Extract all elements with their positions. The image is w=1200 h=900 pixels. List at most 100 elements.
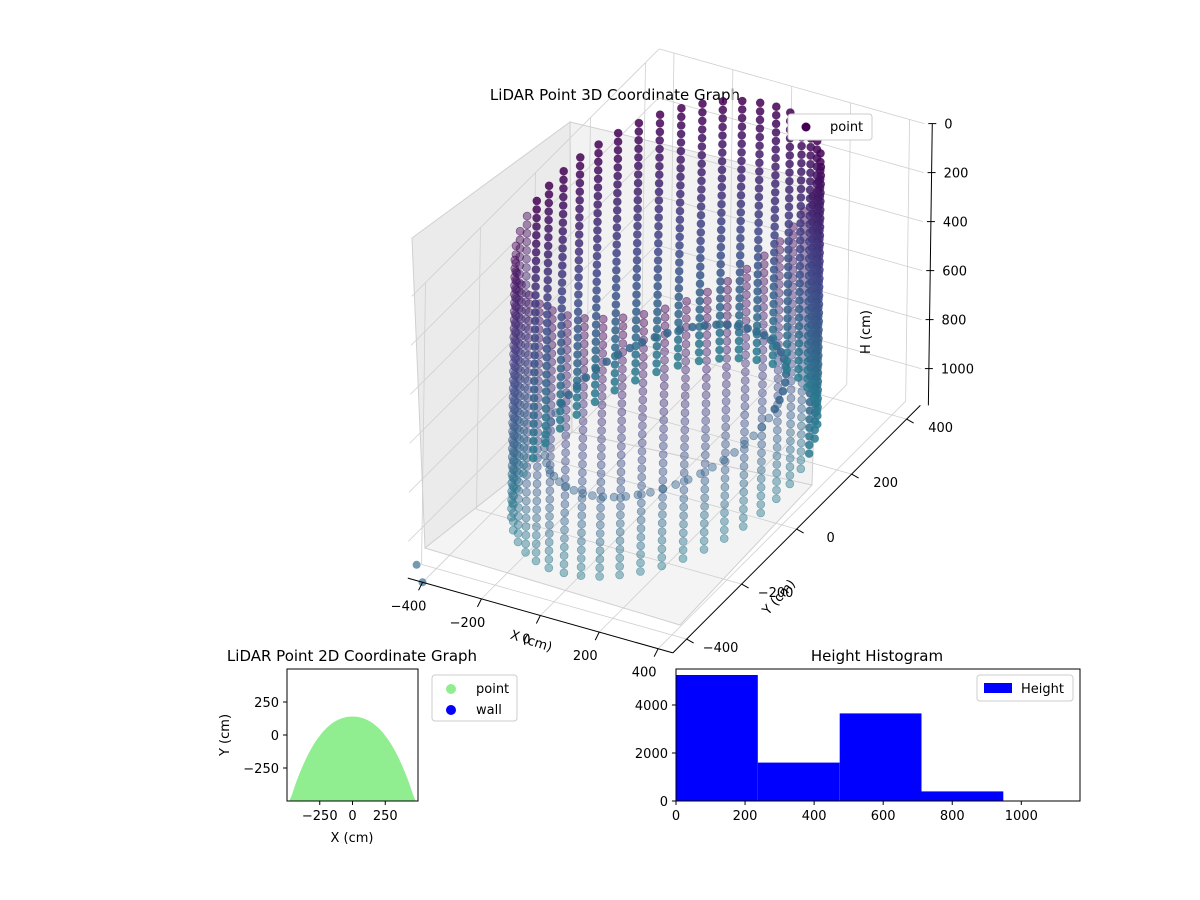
point-marker [703, 287, 712, 297]
point-marker [739, 444, 749, 454]
point-marker [735, 293, 744, 303]
point-marker [521, 280, 531, 290]
point-marker [772, 451, 782, 461]
point-marker [769, 308, 778, 317]
point-marker [581, 373, 591, 382]
point-marker [772, 442, 782, 452]
point-marker [752, 347, 762, 356]
point-marker [804, 314, 813, 323]
point-marker [784, 185, 794, 194]
point-marker [783, 314, 792, 323]
point-marker [757, 457, 766, 466]
point-marker [720, 465, 730, 475]
point-marker [593, 191, 603, 201]
point-marker [592, 268, 602, 278]
point-marker [611, 265, 621, 275]
point-marker [805, 177, 815, 186]
point-marker [507, 461, 517, 471]
point-marker [633, 170, 643, 179]
point-marker [702, 347, 712, 357]
grid-line [586, 399, 852, 475]
point-marker [519, 417, 529, 427]
point-marker [512, 449, 522, 459]
point-marker [757, 431, 767, 441]
point-marker [797, 395, 807, 405]
point-marker [577, 476, 587, 486]
point-marker [676, 129, 686, 139]
point-marker [735, 268, 745, 277]
point-marker [755, 158, 764, 168]
point-marker [638, 361, 648, 371]
point-marker [721, 379, 731, 389]
point-marker [804, 245, 814, 255]
point-marker [541, 421, 551, 431]
point-marker [597, 443, 606, 453]
point-marker [574, 273, 583, 282]
point-marker [510, 272, 520, 282]
point-marker [680, 399, 690, 409]
point-marker [757, 440, 767, 449]
point-marker [611, 317, 620, 327]
point-marker [512, 475, 522, 485]
axes-2d-ticks: −250 0 250 250 0 −250 [243, 696, 397, 824]
point-marker [782, 356, 792, 366]
point-marker [507, 504, 516, 513]
point-marker [773, 417, 782, 426]
point-marker [521, 323, 530, 332]
point-marker [592, 260, 602, 270]
x-tick-label-histogram: 200 [733, 809, 758, 824]
point-marker [532, 505, 542, 514]
point-marker [700, 450, 710, 460]
point-marker [611, 308, 621, 318]
point-marker [753, 278, 763, 288]
point-marker [679, 511, 688, 521]
point-marker [573, 324, 583, 334]
point-marker [613, 154, 623, 164]
point-marker [678, 537, 688, 546]
point-marker [572, 367, 582, 377]
point-marker [736, 208, 746, 217]
grid-line [657, 400, 906, 649]
point-marker [737, 113, 747, 123]
point-marker [785, 479, 795, 489]
point-marker [631, 367, 640, 377]
point-marker [740, 419, 749, 428]
point-marker [541, 404, 551, 414]
point-marker [616, 450, 626, 460]
legend-3d: point [787, 113, 873, 141]
z-axis: 0 200 400 600 800 1000 [924, 118, 974, 406]
point-marker [631, 358, 640, 368]
point-marker [736, 225, 745, 234]
point-marker [515, 235, 525, 245]
point-marker [560, 499, 570, 509]
point-marker [786, 436, 795, 446]
point-marker [804, 297, 813, 306]
point-marker [532, 479, 542, 489]
point-marker [721, 422, 731, 432]
point-marker [695, 279, 705, 289]
point-marker [543, 301, 552, 311]
point-marker [510, 405, 520, 415]
point-marker [633, 221, 642, 231]
point-marker [613, 188, 622, 198]
point-marker [749, 431, 758, 441]
legend-marker-point-2d [446, 684, 456, 694]
point-marker [560, 508, 570, 518]
point-marker [676, 164, 685, 173]
point-marker [737, 96, 747, 106]
point-marker [513, 355, 523, 365]
x-tick-label: −200 [450, 616, 486, 631]
y-tick [851, 473, 859, 479]
point-marker [696, 210, 706, 220]
point-marker [696, 236, 705, 246]
point-marker [721, 414, 731, 423]
point-marker [735, 259, 745, 269]
grid-line [586, 117, 591, 400]
point-marker [556, 398, 565, 408]
point-marker [803, 322, 813, 332]
point-marker [593, 157, 603, 167]
point-marker [694, 348, 704, 357]
point-marker [573, 358, 582, 368]
point-marker [508, 435, 517, 445]
point-marker [610, 360, 620, 369]
